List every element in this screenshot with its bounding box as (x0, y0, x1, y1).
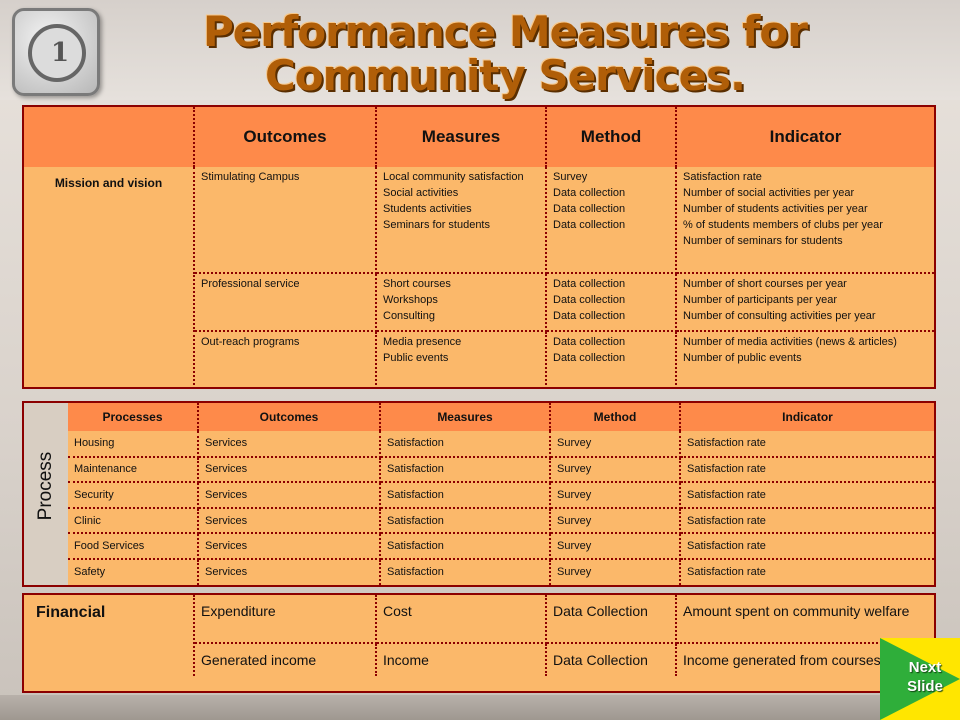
cell-method: Data collection Data collection Data col… (546, 273, 677, 332)
cell-indicator: Amount spent on community welfare (676, 595, 934, 644)
cell-measure: Satisfaction (380, 533, 551, 560)
cell-measure: Satisfaction (380, 482, 551, 509)
table-row: Generated income Income Data Collection … (24, 643, 934, 676)
cell-measure: Satisfaction (380, 507, 551, 535)
cell-process: Maintenance (68, 456, 199, 484)
process-table-header: Processes Outcomes Measures Method Indic… (68, 403, 934, 431)
logo-emblem-icon: 1 (28, 24, 86, 82)
cell-measure: Cost (376, 595, 547, 644)
mission-table-header: Outcomes Measures Method Indicator (24, 107, 934, 167)
cell-outcome: Services (198, 482, 381, 509)
cell-method: Survey Data collection Data collection D… (546, 167, 677, 274)
cell-indicator: Satisfaction rate (680, 431, 934, 458)
cell-measures: Local community satisfaction Social acti… (376, 167, 547, 274)
cell-indicator: Number of short courses per year Number … (676, 273, 934, 332)
cell-measures: Media presence Public events (376, 331, 547, 385)
table-row: Mission and vision Stimulating Campus Lo… (24, 167, 934, 385)
cell-indicator: Income generated from courses (683, 652, 881, 668)
cell-measure: Satisfaction (380, 431, 551, 458)
cell-outcome: Services (198, 507, 381, 535)
cell-process: Safety (68, 558, 199, 585)
cell-indicator: Satisfaction rate (687, 566, 766, 579)
process-table-panel: Process Processes Outcomes Measures Meth… (22, 401, 936, 587)
row-label-mission: Mission and vision (24, 167, 195, 385)
table-row: Financial Expenditure Cost Data Collecti… (24, 595, 934, 676)
table-row: Food Services Services Satisfaction Surv… (68, 533, 934, 560)
cell-indicator: Satisfaction rate (680, 533, 934, 560)
cell-outcome: Stimulating Campus (194, 167, 377, 274)
cell-method: Survey (550, 482, 681, 509)
cell-indicator: Satisfaction rate Number of social activ… (676, 167, 934, 274)
financial-table: Financial Expenditure Cost Data Collecti… (24, 595, 934, 676)
financial-table-panel: Financial Expenditure Cost Data Collecti… (22, 593, 936, 693)
cell-measures: Short courses Workshops Consulting (376, 273, 547, 332)
cell-indicator: Satisfaction rate (680, 482, 934, 509)
university-logo: 1 (12, 8, 100, 96)
header-method: Method (546, 107, 677, 167)
header-method: Method (550, 403, 681, 431)
mission-table: Outcomes Measures Method Indicator Missi… (24, 107, 934, 385)
header-outcomes: Outcomes (194, 107, 377, 167)
header-outcomes: Outcomes (198, 403, 381, 431)
header-processes: Processes (68, 403, 199, 431)
table-row: Housing Services Satisfaction Survey Sat… (68, 431, 934, 458)
table-row: Maintenance Services Satisfaction Survey… (68, 456, 934, 484)
cell-process: Housing (68, 431, 199, 458)
cell-indicator: Satisfaction rate (680, 507, 934, 535)
cell-outcome: Out-reach programs (194, 331, 377, 385)
page-title: Performance Measures for Community Servi… (202, 7, 808, 100)
cell-process: Food Services (68, 533, 199, 560)
cell-method: Data Collection (546, 595, 677, 644)
table-row: Clinic Services Satisfaction Survey Sati… (68, 507, 934, 535)
cell-outcome: Services (198, 558, 381, 585)
mission-table-panel: Outcomes Measures Method Indicator Missi… (22, 105, 936, 389)
row-label-financial: Financial (24, 595, 195, 676)
cell-outcome: Services (198, 533, 381, 560)
arrow-right-icon (880, 638, 960, 720)
cell-indicator: Number of media activities (news & artic… (683, 336, 897, 364)
next-slide-button[interactable]: Next Slide (880, 638, 960, 720)
cell-method: Survey (550, 558, 681, 585)
cell-process: Security (68, 482, 199, 509)
cell-indicator: Satisfaction rate (680, 456, 934, 484)
cell-process: Clinic (68, 507, 199, 535)
header-empty (24, 107, 195, 167)
header-measures: Measures (376, 107, 547, 167)
header-band (0, 0, 960, 100)
cell-outcome: Services (198, 456, 381, 484)
cell-method: Survey (550, 456, 681, 484)
cell-outcome: Services (198, 431, 381, 458)
process-side-label-box: Process (24, 403, 68, 585)
cell-outcome: Professional service (194, 273, 377, 332)
header-indicator: Indicator (782, 410, 833, 424)
cell-method: Survey (550, 507, 681, 535)
table-row: Security Services Satisfaction Survey Sa… (68, 482, 934, 509)
cell-method: Survey (550, 533, 681, 560)
cell-method: Survey (550, 431, 681, 458)
cell-measure: Income (376, 643, 547, 676)
process-table: Processes Outcomes Measures Method Indic… (68, 403, 934, 585)
cell-measure: Satisfaction (380, 456, 551, 484)
table-row: Safety Services Satisfaction Survey Sati… (68, 558, 934, 585)
next-slide-label: Next Slide (907, 659, 943, 695)
cell-outcome: Generated income (194, 643, 377, 676)
header-measures: Measures (380, 403, 551, 431)
table-row: Out-reach programs Media presence Public… (24, 331, 934, 385)
process-side-label: Process (35, 451, 56, 521)
cell-outcome: Expenditure (194, 595, 377, 644)
table-row: Professional service Short courses Works… (24, 273, 934, 332)
cell-method: Data Collection (546, 643, 677, 676)
cell-measure: Satisfaction (380, 558, 551, 585)
footer-band (0, 695, 960, 720)
cell-method: Data collection Data collection (546, 331, 677, 385)
header-indicator: Indicator (769, 127, 842, 146)
